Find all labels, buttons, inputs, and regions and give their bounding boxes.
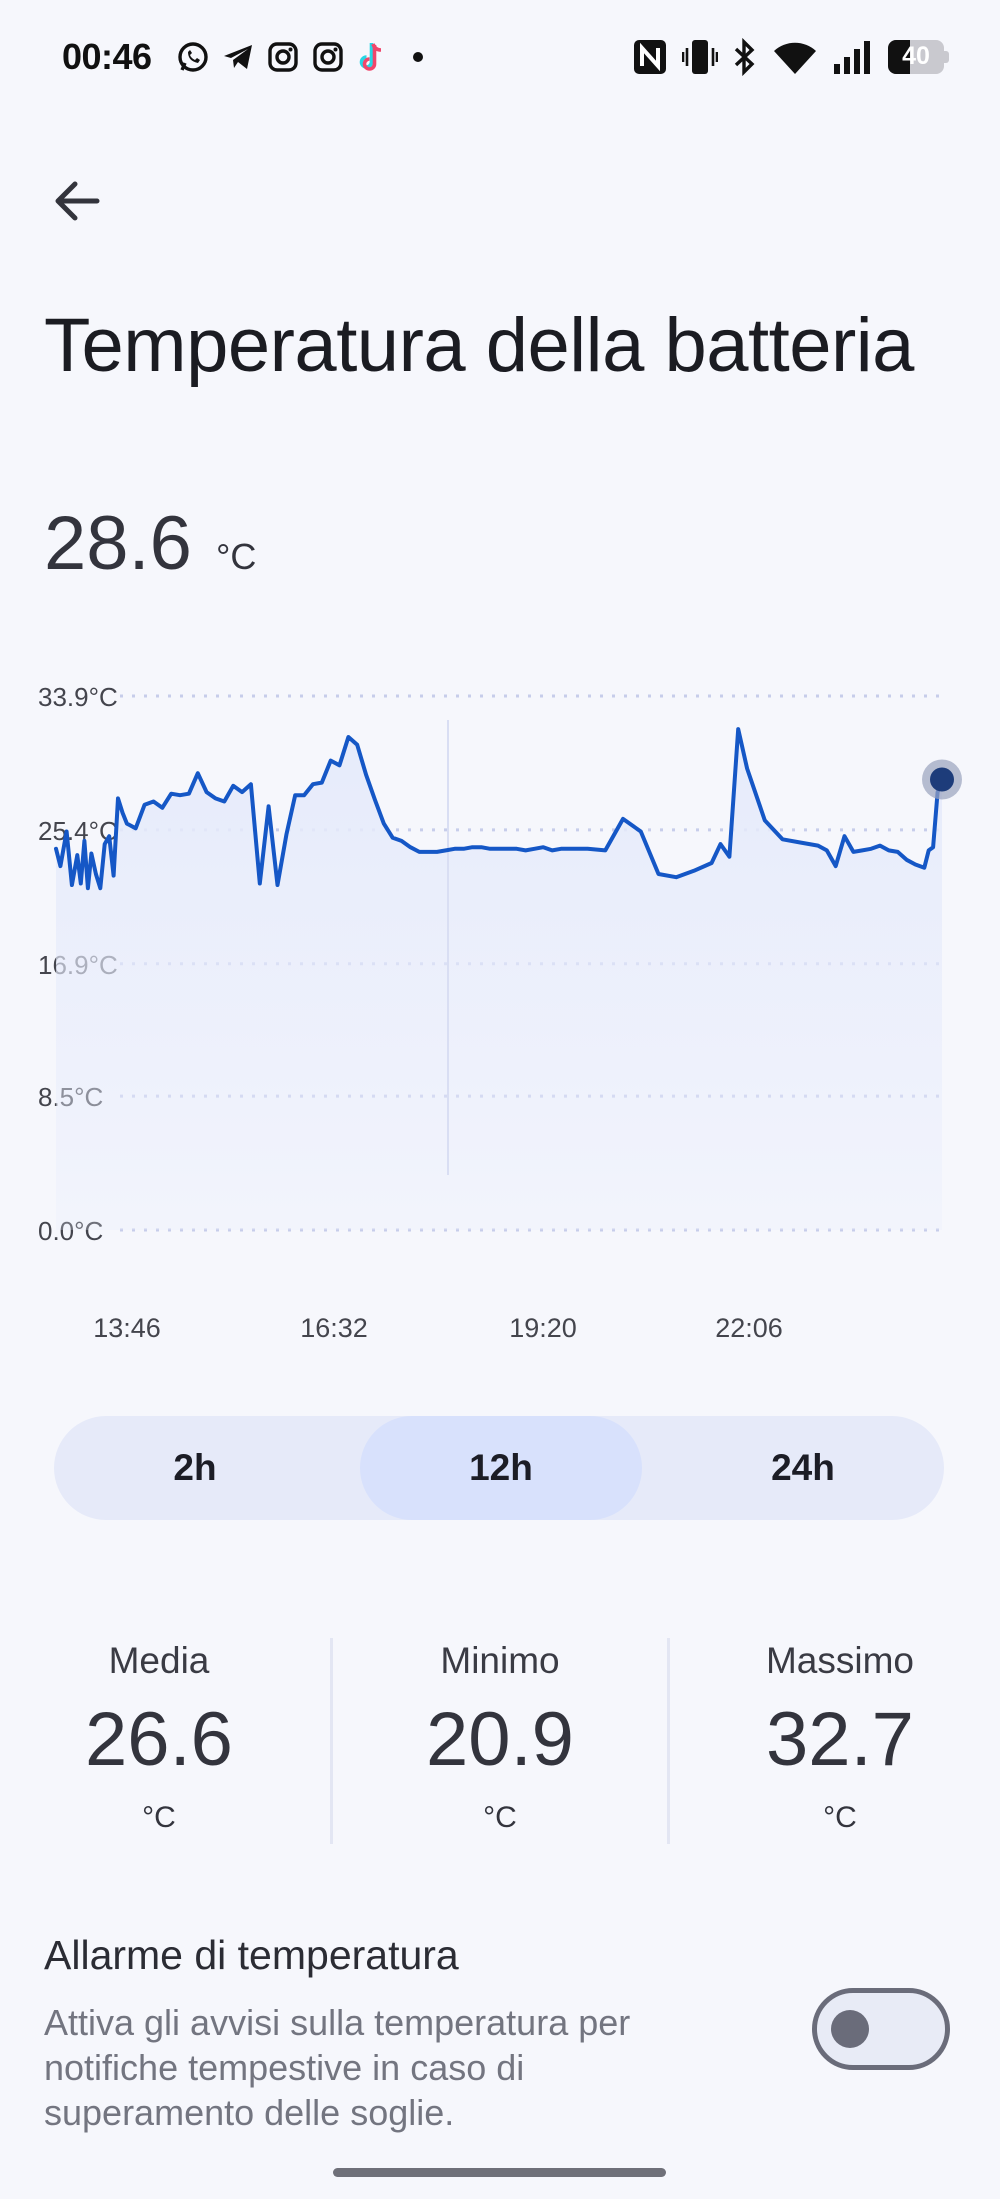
wifi-icon bbox=[774, 42, 816, 74]
range-option-12h[interactable]: 12h bbox=[360, 1416, 642, 1520]
page-title: Temperatura della batteria bbox=[44, 303, 914, 388]
stat-maximum: Massimo 32.7 °C bbox=[690, 1640, 990, 1835]
temperature-chart-svg: 33.9°C25.4°C16.9°C8.5°C0.0°C13:4616:3219… bbox=[38, 682, 962, 1343]
alarm-description: Attiva gli avvisi sulla temperatura per … bbox=[44, 2002, 631, 2133]
telegram-icon bbox=[224, 45, 252, 69]
battery-icon: 40 bbox=[888, 40, 950, 74]
toggle-knob bbox=[831, 2010, 869, 2048]
dot-icon bbox=[413, 52, 423, 62]
stat-average-label: Media bbox=[108, 1640, 210, 1681]
instagram-icon bbox=[268, 42, 298, 72]
chart-current-point bbox=[930, 767, 954, 792]
whatsapp-icon bbox=[178, 42, 208, 72]
vibrate-icon bbox=[682, 40, 718, 74]
x-tick-label: 13:46 bbox=[93, 1313, 161, 1343]
stat-maximum-value: 32.7 bbox=[766, 1697, 914, 1782]
alarm-toggle[interactable] bbox=[812, 1988, 950, 2070]
stat-maximum-label: Massimo bbox=[765, 1640, 915, 1681]
home-indicator[interactable] bbox=[333, 2168, 666, 2177]
stat-divider bbox=[667, 1638, 670, 1844]
temperature-chart[interactable]: 33.9°C25.4°C16.9°C8.5°C0.0°C13:4616:3219… bbox=[0, 660, 1000, 1360]
stat-average: Media 26.6 °C bbox=[9, 1640, 309, 1835]
y-tick-label: 33.9°C bbox=[38, 682, 118, 712]
tiktok-icon bbox=[359, 43, 382, 71]
stat-average-unit: °C bbox=[142, 1801, 176, 1834]
current-temperature-unit: °C bbox=[216, 536, 257, 577]
current-temperature-value: 28.6 bbox=[44, 501, 192, 586]
x-tick-label: 16:32 bbox=[300, 1313, 368, 1343]
system-icons: 40 bbox=[632, 38, 950, 76]
stat-divider bbox=[330, 1638, 333, 1844]
x-tick-label: 19:20 bbox=[509, 1313, 577, 1343]
signal-icon bbox=[834, 41, 870, 74]
stat-minimum: Minimo 20.9 °C bbox=[350, 1640, 650, 1835]
time-range-selector: 2h 12h 24h bbox=[54, 1416, 944, 1520]
stat-average-value: 26.6 bbox=[85, 1697, 233, 1782]
stat-maximum-unit: °C bbox=[823, 1801, 857, 1834]
stat-minimum-unit: °C bbox=[483, 1801, 517, 1834]
battery-level-text: 40 bbox=[902, 42, 930, 70]
chart-area-fill bbox=[56, 729, 942, 1230]
status-time: 00:46 bbox=[62, 36, 152, 77]
status-bar: 00:46 40 bbox=[0, 0, 1000, 110]
chart-series-line bbox=[54, 727, 944, 891]
instagram-icon bbox=[313, 42, 343, 72]
nfc-icon bbox=[634, 40, 666, 74]
stat-minimum-value: 20.9 bbox=[426, 1697, 574, 1782]
x-tick-label: 22:06 bbox=[715, 1313, 783, 1343]
alarm-title: Allarme di temperatura bbox=[44, 1932, 459, 1978]
range-option-24h[interactable]: 24h bbox=[771, 1447, 835, 1488]
range-option-2h[interactable]: 2h bbox=[173, 1447, 217, 1488]
stat-minimum-label: Minimo bbox=[440, 1640, 560, 1681]
arrow-back-icon bbox=[55, 181, 100, 221]
notification-icons bbox=[176, 40, 435, 74]
bluetooth-icon bbox=[734, 38, 755, 76]
back-button[interactable] bbox=[44, 168, 110, 234]
